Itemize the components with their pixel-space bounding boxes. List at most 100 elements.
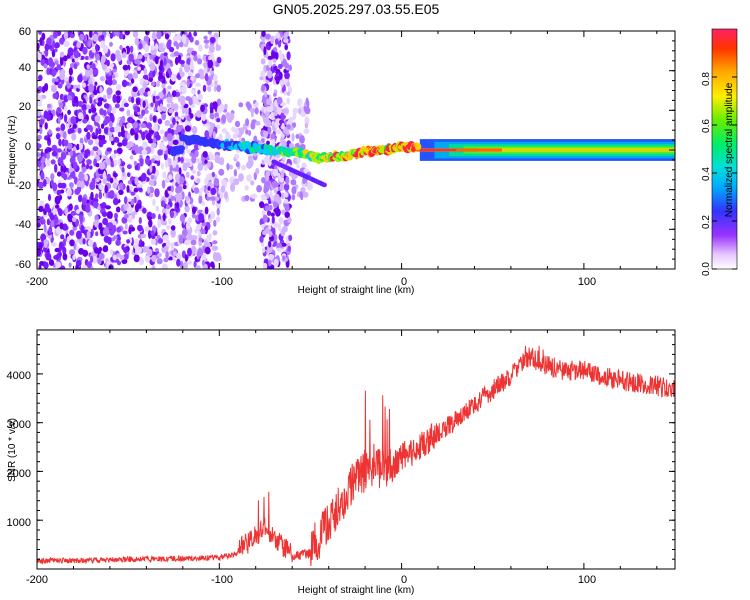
spectrogram-cell <box>285 203 290 212</box>
spectrogram-cell <box>261 98 267 104</box>
spectrogram-cell <box>251 193 258 199</box>
spectrogram-cell <box>186 149 191 154</box>
spectrogram-cell <box>102 109 107 117</box>
top-ytick-label: -20 <box>15 180 31 192</box>
spectrogram-cell <box>286 81 291 87</box>
spectrogram-cell <box>283 183 290 192</box>
spectrogram-cell <box>189 36 194 43</box>
spectrogram-cell <box>82 109 86 118</box>
spectrogram-cell <box>288 116 295 121</box>
spectrogram-cell <box>50 173 55 180</box>
spectrogram-cell <box>111 74 116 79</box>
spectrogram-cell <box>145 157 150 165</box>
spectrogram-cell <box>56 64 62 71</box>
spectrogram-cell <box>101 211 108 217</box>
spectrogram-cell <box>112 197 119 206</box>
spectrogram-cell <box>137 224 143 232</box>
spectrogram-cell <box>80 225 85 234</box>
spectrogram-cell <box>142 141 148 149</box>
spectrogram-cell <box>37 92 40 100</box>
spectrogram-cell <box>110 160 115 168</box>
top-ytick-label: -40 <box>15 219 31 231</box>
spectrogram-cell <box>56 189 61 196</box>
spectrogram-cell <box>156 234 160 240</box>
spectrogram-cell <box>97 134 104 141</box>
spectrogram-cell <box>235 162 240 168</box>
spectrogram-cell <box>74 239 79 246</box>
spectrogram-cell <box>105 158 111 166</box>
spectrogram-cell <box>199 74 206 80</box>
spectrogram-cell <box>53 254 60 260</box>
colorbar-tick-label: 0.0 <box>701 262 712 276</box>
spectrogram-cell <box>95 231 99 237</box>
spectrogram-cell <box>82 46 88 55</box>
spectrogram-cell <box>48 129 52 135</box>
spectrogram-cell <box>117 131 122 137</box>
spectrogram-cell <box>84 174 89 182</box>
spectrogram-cell <box>178 167 182 175</box>
spectrogram-cell <box>116 253 122 258</box>
spectrogram-cell <box>154 248 159 253</box>
spectrogram-cell <box>226 163 230 171</box>
spectrogram-cell <box>180 98 186 107</box>
spectrogram-cell <box>190 175 195 180</box>
spectrogram-cell <box>264 205 270 212</box>
spectrogram-cell <box>288 64 293 72</box>
spectrogram-cell <box>134 176 139 185</box>
spectrogram-cell <box>278 216 284 225</box>
spectrogram-cell <box>173 41 179 47</box>
spectrogram-cell <box>106 59 110 67</box>
spectrogram-cell <box>174 111 179 118</box>
spectrogram-cell <box>157 149 163 156</box>
spectrogram-cell <box>255 101 259 107</box>
spectrogram-cell <box>127 214 133 224</box>
spectrogram-cell <box>86 163 90 170</box>
spectrogram-cell <box>170 73 177 82</box>
spectrogram-cell <box>279 183 284 191</box>
spectrogram-cell <box>287 91 291 96</box>
spectrogram-cell <box>63 55 68 62</box>
spectrogram-cell <box>95 128 99 137</box>
spectrogram-cell <box>86 104 91 110</box>
spectrogram-cell <box>88 83 95 93</box>
spectrogram-cell <box>91 78 95 83</box>
spectrogram-cell <box>198 237 203 242</box>
spectrogram-cell <box>67 142 73 150</box>
spectrogram-cell <box>44 207 51 212</box>
spectrogram-cell <box>280 192 285 200</box>
spectrogram-cell <box>95 193 99 200</box>
spectrogram-cell <box>116 226 122 233</box>
spectrogram-cell <box>170 196 176 201</box>
spectrogram-cell <box>301 162 307 169</box>
spectrogram-cell <box>84 71 91 77</box>
spectrogram-cell <box>273 200 278 209</box>
spectrogram-cell <box>191 50 198 56</box>
spectrogram-cell <box>203 62 208 69</box>
spectrogram-cell <box>86 261 92 269</box>
spectrogram-cell <box>71 58 76 63</box>
spectrogram-cell <box>171 128 175 136</box>
spectrogram-cell <box>97 149 102 156</box>
spectrogram-cell <box>113 149 118 154</box>
spectrogram-cell <box>250 180 255 186</box>
spectrogram-cell <box>259 76 264 81</box>
spectrogram-cell <box>284 72 290 80</box>
spectrogram-cell <box>166 103 171 108</box>
spectrogram-cell <box>193 187 200 194</box>
spectrogram-cell <box>143 35 149 42</box>
spectrogram-cell <box>64 105 68 111</box>
spectrogram-cell <box>176 124 182 133</box>
spectrogram-cell <box>179 71 185 78</box>
spectrogram-cell <box>142 100 146 108</box>
spectrogram-cell <box>172 36 178 43</box>
spectrogram-cell <box>54 60 59 66</box>
spectrogram-cell <box>69 249 76 256</box>
top-ytick-label: 40 <box>19 62 31 74</box>
spectrogram-cell <box>282 255 286 261</box>
spectrogram-cell <box>207 31 212 35</box>
spectrogram-cell <box>165 225 172 230</box>
spectrogram-cell <box>141 109 146 116</box>
spectrogram-cell <box>129 155 134 160</box>
spectrogram-cell <box>71 170 76 180</box>
spectrogram-cell <box>181 85 187 95</box>
